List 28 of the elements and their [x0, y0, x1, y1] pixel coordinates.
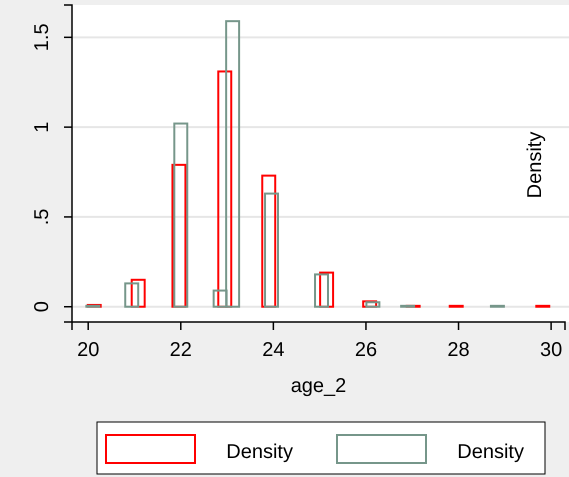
y-tick-label: .5 — [31, 208, 53, 226]
x-tick-label: 28 — [447, 339, 470, 362]
y-axis-title: Density — [524, 132, 546, 198]
bar — [173, 122, 188, 308]
bar — [130, 278, 146, 308]
legend-label: Density — [457, 441, 524, 463]
x-tick-label: 20 — [77, 339, 100, 362]
x-tick-label: 24 — [262, 339, 284, 362]
x-tick-label: 26 — [354, 339, 378, 362]
bar — [490, 304, 505, 308]
bar — [314, 273, 329, 308]
x-tick-label: 30 — [540, 339, 562, 362]
bar — [319, 272, 334, 308]
x-tick-label: 22 — [170, 339, 192, 362]
y-tick-label: 0 — [31, 301, 53, 312]
bar — [365, 301, 380, 308]
bar — [261, 174, 276, 308]
y-tick-label: 1 — [31, 122, 53, 133]
y-tick-label: 1.5 — [31, 23, 53, 52]
bar — [448, 304, 464, 308]
legend-label: Density — [226, 441, 293, 463]
bar — [217, 70, 232, 308]
bar — [535, 304, 550, 308]
bar — [171, 164, 186, 308]
bar — [124, 282, 140, 308]
x-axis-title: age_2 — [290, 375, 346, 397]
bar — [400, 304, 416, 308]
bar — [264, 192, 279, 308]
